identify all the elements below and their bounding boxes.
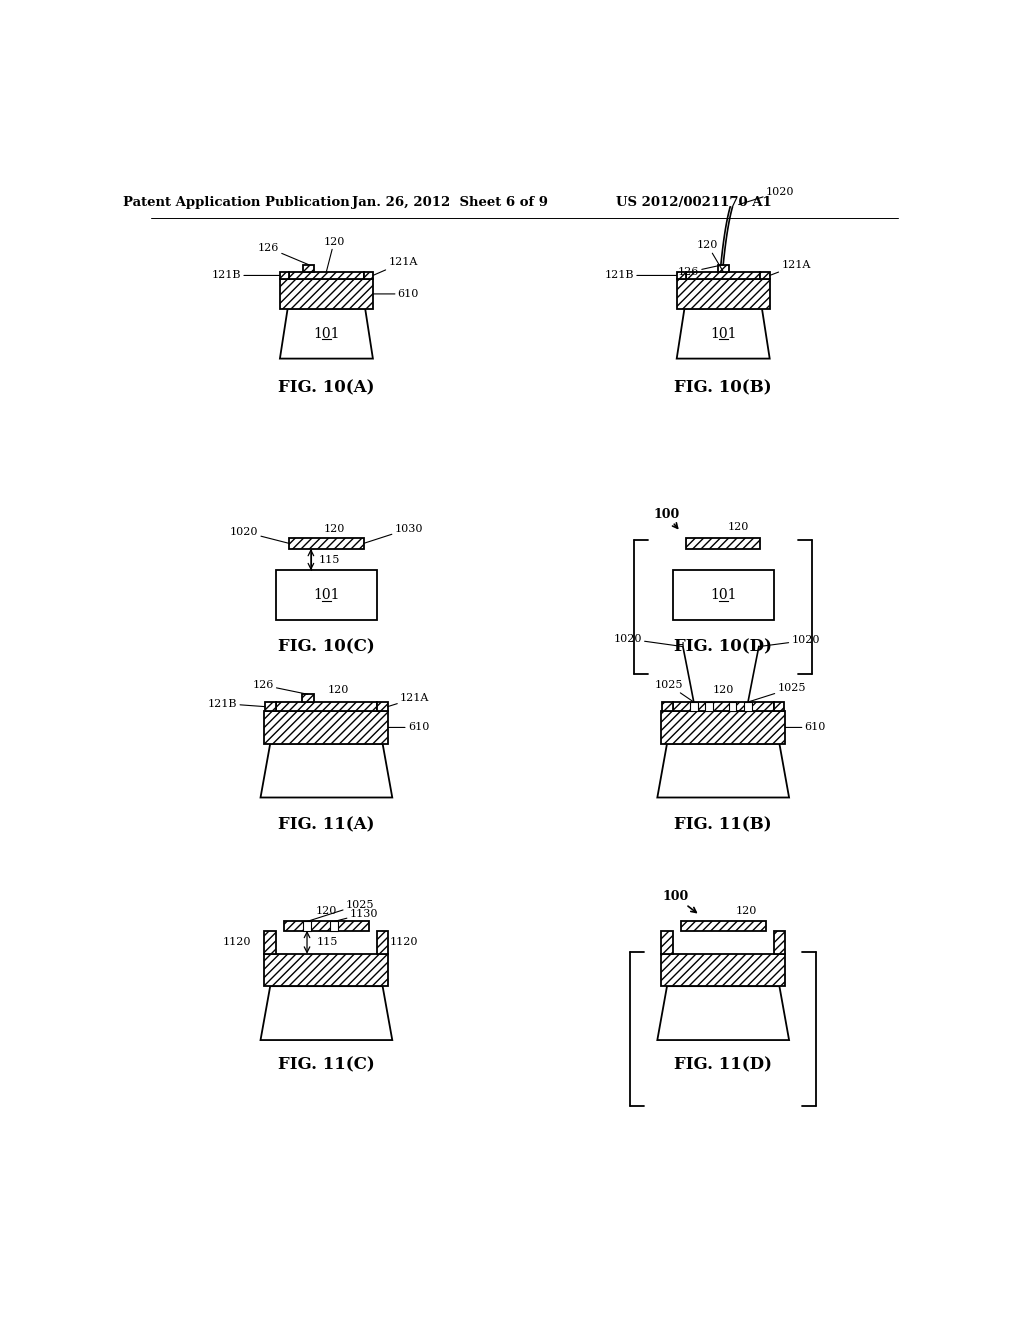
Polygon shape [677,309,770,359]
Text: FIG. 10(B): FIG. 10(B) [675,379,772,396]
Bar [744,702,752,711]
Text: 610: 610 [785,722,826,733]
Text: 1020: 1020 [759,635,820,647]
Text: 121B: 121B [212,271,280,280]
Text: 120: 120 [328,685,349,696]
Bar [662,931,673,954]
Bar [377,931,388,954]
Bar [662,711,785,743]
Text: 1020: 1020 [613,634,683,647]
Text: 120: 120 [736,906,757,916]
Text: 101: 101 [710,589,736,602]
Bar [686,539,761,549]
Bar [280,280,373,309]
Text: 120: 120 [324,236,345,272]
Text: 1020: 1020 [229,527,289,544]
Polygon shape [657,986,790,1040]
Bar [718,264,729,272]
Text: 101: 101 [313,326,340,341]
Text: 1025: 1025 [654,680,693,702]
Bar [662,954,785,986]
Text: 115: 115 [318,554,340,565]
Text: US 2012/0021170 A1: US 2012/0021170 A1 [615,195,772,209]
Bar [264,711,388,743]
Text: FIG. 11(C): FIG. 11(C) [279,1056,375,1073]
Bar [265,702,276,711]
Bar [773,702,784,711]
Bar [331,921,338,931]
Text: 1020: 1020 [738,186,795,205]
Text: 1030: 1030 [364,524,423,544]
Bar [289,272,364,280]
Text: 101: 101 [710,326,736,341]
Bar [677,280,770,309]
Text: 126: 126 [258,243,308,264]
Text: 121A: 121A [388,693,429,706]
Text: 120: 120 [324,524,345,533]
Text: 1130: 1130 [334,908,378,921]
Bar [690,702,697,711]
Polygon shape [280,309,373,359]
Text: 1025: 1025 [748,684,806,702]
Text: 610: 610 [388,722,429,733]
Text: 120: 120 [713,685,734,696]
Text: 126: 126 [252,680,308,694]
Bar [377,702,388,711]
Text: 121B: 121B [208,698,265,709]
Text: FIG. 11(D): FIG. 11(D) [674,1056,772,1073]
Text: 126: 126 [678,264,723,277]
Bar [276,702,377,711]
Bar [681,921,766,931]
Bar [761,272,770,280]
Text: 610: 610 [373,289,419,298]
Bar [276,570,377,620]
Bar [303,264,314,272]
Text: 120: 120 [728,523,750,532]
Text: Patent Application Publication: Patent Application Publication [123,195,350,209]
Text: FIG. 10(D): FIG. 10(D) [674,639,772,656]
Text: FIG. 11(A): FIG. 11(A) [279,816,375,833]
Text: 100: 100 [663,890,696,912]
Bar [686,272,761,280]
Text: 121A: 121A [770,260,811,276]
Text: 1120: 1120 [223,937,251,948]
Bar [364,272,373,280]
Bar [773,931,785,954]
Text: 121B: 121B [604,271,677,280]
Text: FIG. 10(C): FIG. 10(C) [279,639,375,656]
Bar [284,921,369,931]
Bar [289,539,364,549]
Text: 120: 120 [315,906,337,916]
Bar [264,954,388,986]
Text: 121A: 121A [373,257,418,276]
Bar [264,931,276,954]
Text: 101: 101 [313,589,340,602]
Text: 1025: 1025 [307,899,375,921]
Polygon shape [260,986,392,1040]
Text: 100: 100 [653,508,680,528]
Bar [729,702,736,711]
Bar [673,702,773,711]
Text: 1120: 1120 [390,937,419,948]
Text: FIG. 11(B): FIG. 11(B) [675,816,772,833]
Text: 115: 115 [316,937,338,948]
Bar [303,921,311,931]
Bar [662,702,673,711]
Polygon shape [260,743,392,797]
Bar [706,702,713,711]
Text: FIG. 10(A): FIG. 10(A) [279,379,375,396]
Text: 120: 120 [697,240,723,272]
Bar [302,694,314,702]
Bar [677,272,686,280]
Bar [280,272,289,280]
Polygon shape [657,743,790,797]
Text: Jan. 26, 2012  Sheet 6 of 9: Jan. 26, 2012 Sheet 6 of 9 [351,195,548,209]
Bar [673,570,773,620]
